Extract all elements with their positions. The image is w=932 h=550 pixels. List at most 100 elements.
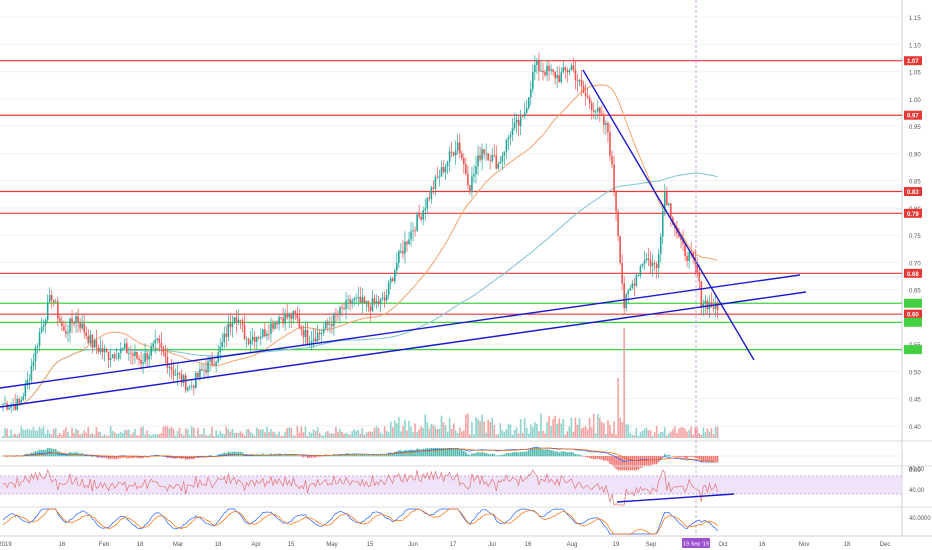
candle-body	[653, 263, 656, 264]
volume-bar	[306, 435, 309, 438]
candle-body	[142, 362, 144, 364]
volume-bar	[465, 414, 467, 438]
volume-bar	[180, 434, 183, 438]
level-badge	[904, 187, 922, 197]
volume-bar	[663, 427, 666, 438]
candle-body	[162, 347, 165, 353]
candle-body	[101, 348, 104, 353]
candle-body	[270, 323, 272, 334]
macd-bar	[674, 456, 676, 457]
candle-body	[688, 252, 690, 261]
time-tick-label: 19	[613, 542, 620, 548]
volume-bar	[428, 428, 431, 438]
volume-bar	[363, 434, 366, 438]
candle-body	[199, 369, 201, 378]
macd-bar	[329, 455, 331, 457]
macd-bar	[365, 454, 368, 457]
macd-bar	[357, 453, 360, 457]
time-tick-label: Mar	[173, 542, 183, 548]
candle-body	[124, 343, 126, 349]
volume-bar	[89, 434, 92, 438]
candle-body	[623, 283, 625, 309]
candle-body	[704, 300, 707, 305]
macd-bar	[387, 452, 390, 457]
candle-body	[339, 307, 341, 315]
candle-body	[138, 358, 140, 360]
volume-bar	[264, 432, 266, 438]
candle-body	[65, 330, 67, 334]
candle-body	[286, 313, 288, 318]
candle-body	[566, 70, 569, 73]
level-badge-label: 0.97	[907, 114, 919, 120]
candle-body	[239, 320, 242, 321]
candle-body	[156, 338, 159, 340]
macd-bar	[343, 454, 345, 457]
candle-body	[73, 323, 75, 324]
macd-bar	[467, 453, 469, 457]
candle-body	[377, 301, 380, 305]
macd-bar	[663, 453, 666, 457]
macd-bar	[302, 456, 305, 458]
macd-bar	[282, 454, 284, 457]
volume-bar	[617, 378, 619, 438]
macd-bar	[544, 449, 546, 457]
candle-body	[117, 352, 120, 359]
macd-bar	[712, 456, 715, 462]
macd-bar	[647, 456, 650, 466]
macd-bar	[337, 454, 339, 457]
macd-bar	[353, 453, 355, 457]
macd-bar	[661, 456, 664, 457]
volume-bar	[308, 431, 311, 438]
candle-body	[176, 372, 179, 375]
volume-bar	[471, 421, 473, 438]
macd-bar	[489, 454, 491, 457]
macd-bar	[592, 456, 595, 460]
candle-body	[463, 158, 465, 165]
candle-body	[446, 161, 449, 167]
volume-bar	[87, 426, 90, 438]
macd-bar	[546, 448, 548, 457]
volume-bar	[85, 432, 88, 438]
volume-bar	[615, 434, 617, 438]
volume-bar	[241, 433, 244, 438]
candle-body	[619, 235, 621, 264]
macd-bar	[300, 456, 303, 457]
macd-bar	[716, 456, 719, 462]
macd-bar	[637, 456, 640, 470]
time-tick-label: 16	[59, 542, 66, 548]
volume-bar	[499, 423, 502, 438]
candle-body	[471, 176, 473, 193]
candle-body	[702, 304, 705, 308]
macd-bar	[538, 448, 540, 457]
candle-body	[355, 297, 358, 299]
macd-bar	[690, 456, 692, 457]
volume-bar	[586, 429, 589, 438]
volume-bar	[312, 429, 315, 438]
macd-bar	[495, 455, 498, 457]
volume-bar	[450, 428, 453, 438]
volume-bar	[544, 433, 546, 438]
macd-bar	[420, 449, 422, 457]
volume-bar	[260, 429, 262, 438]
macd-bar	[586, 456, 589, 458]
macd-bar	[477, 451, 479, 457]
candle-body	[367, 300, 370, 307]
candle-body	[426, 197, 429, 209]
candle-body	[716, 302, 719, 311]
candle-body	[365, 300, 368, 303]
volume-bar	[290, 427, 293, 438]
volume-bar	[641, 430, 644, 438]
macd-signal-line	[3, 447, 718, 463]
candle-body	[458, 142, 461, 154]
volume-bar	[590, 427, 593, 438]
candle-body	[607, 122, 609, 133]
volume-bar	[422, 427, 425, 438]
volume-bar	[684, 428, 686, 438]
candle-body	[30, 365, 33, 380]
volume-bar	[28, 429, 31, 438]
candle-body	[698, 272, 701, 282]
candle-body	[452, 152, 455, 156]
macd-bar	[383, 454, 386, 457]
volume-bar	[560, 423, 563, 438]
